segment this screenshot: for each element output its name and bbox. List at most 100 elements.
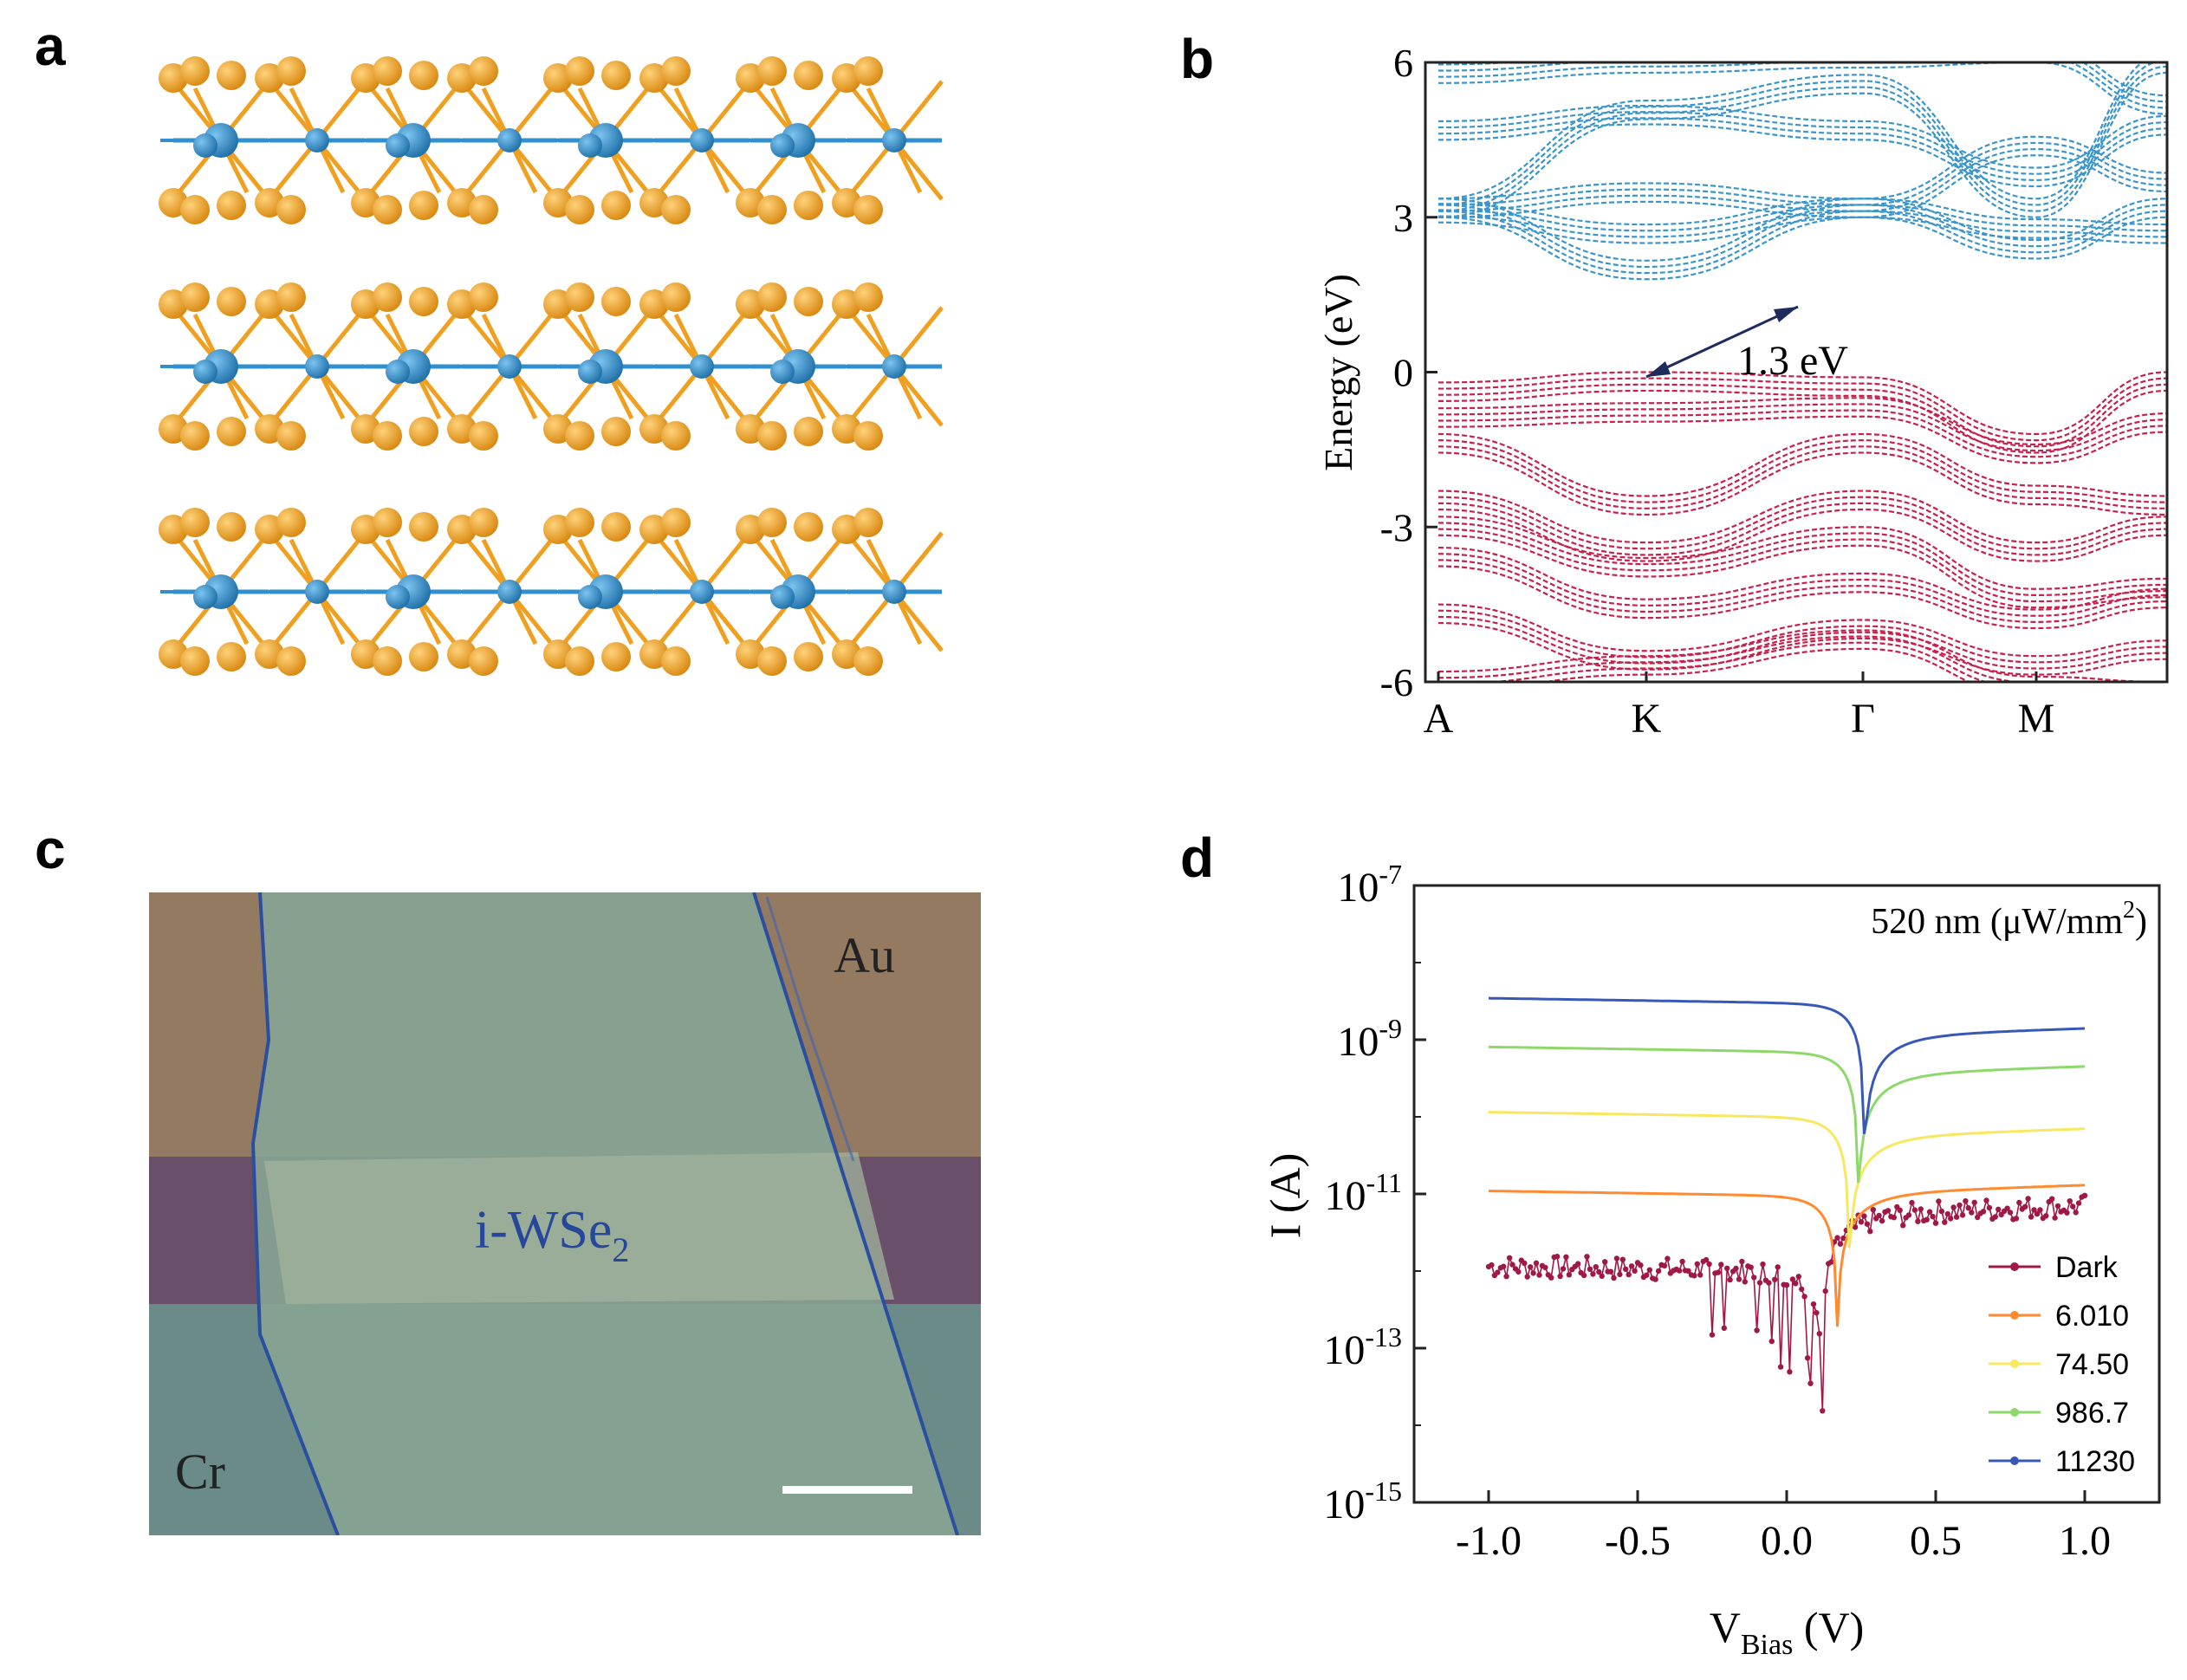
y-tick-label: 6 (1393, 41, 1413, 85)
se-atom (565, 282, 594, 312)
valence-band (1437, 559, 2167, 623)
flake-edge-left (250, 892, 340, 1535)
data-point (2034, 1210, 2041, 1217)
y-tick-label: 10-11 (1325, 1167, 1402, 1219)
se-atom (217, 512, 246, 542)
valence-band (1437, 432, 2167, 497)
y-tick-label: 0 (1393, 351, 1413, 395)
layer-3 (159, 508, 944, 676)
legend-item-986.7: 986.7 (1989, 1397, 2129, 1430)
x-tick-label: A (1424, 696, 1454, 742)
data-point (1852, 1224, 1859, 1230)
se-atom (217, 287, 246, 316)
data-point (1969, 1210, 1975, 1216)
se-atom (469, 421, 498, 451)
data-point (1536, 1272, 1542, 1278)
conduction-band (1437, 62, 2167, 97)
se-atom (469, 195, 498, 224)
data-point (2081, 1192, 2088, 1199)
se-atom (601, 61, 631, 90)
se-atom (757, 646, 787, 676)
valence-band (1437, 403, 2167, 452)
data-point (2013, 1216, 2020, 1222)
valence-band (1437, 371, 2167, 436)
legend-label: 6.010 (2055, 1300, 2129, 1333)
w-atom (882, 354, 906, 379)
legend-marker (2010, 1408, 2019, 1417)
data-point (1566, 1272, 1573, 1278)
valence-band (1437, 553, 2167, 617)
data-point (2067, 1198, 2073, 1204)
data-point (1953, 1214, 1960, 1220)
data-point (1709, 1332, 1716, 1338)
w-atom (690, 354, 714, 379)
w-atom (770, 360, 795, 384)
gap-arrowhead-2 (1774, 307, 1798, 322)
w-atom (386, 133, 410, 158)
se-atom (409, 287, 438, 316)
se-atom (217, 417, 246, 446)
conduction-band (1437, 117, 2167, 181)
valence-band (1437, 377, 2167, 442)
data-point (1965, 1205, 1971, 1211)
data-point (1932, 1220, 1939, 1226)
data-point (1611, 1275, 1617, 1281)
layer-2 (159, 282, 944, 451)
w-atom (882, 580, 906, 604)
se-atom (853, 508, 883, 537)
band-y-axis-label: Energy (eV) (1316, 274, 1360, 471)
w-atom (770, 585, 795, 609)
series-986.7 (1489, 1045, 2086, 1184)
se-atom (661, 646, 691, 676)
conduction-band (1437, 62, 2167, 115)
legend-marker (2010, 1311, 2019, 1320)
bond (460, 306, 511, 368)
iv-chart: 10-7 10-9 10-11 10-13 10-15 -1.0 -0.5 0.0 0.5 1.0… (1261, 859, 2161, 1661)
bond (508, 80, 559, 142)
iv-axis-ticks: 10-7 10-9 10-11 10-13 10-15 -1.0 -0.5 0.0 0.5 1.0 (1323, 859, 2111, 1564)
data-point (1858, 1219, 1865, 1225)
data-point (1557, 1273, 1563, 1280)
se-atom (565, 421, 594, 451)
x-tick-label: -0.5 (1605, 1518, 1671, 1564)
y-tick-label: 10-13 (1323, 1321, 1402, 1373)
se-atom (794, 287, 823, 316)
w-atom (305, 128, 329, 152)
data-point (1837, 1241, 1844, 1247)
cr-label: Cr (175, 1443, 225, 1500)
w-atom (578, 360, 602, 384)
data-point (1983, 1197, 1989, 1203)
se-atom (180, 508, 210, 537)
flake-step (765, 896, 855, 1162)
data-point (2007, 1210, 2014, 1216)
conduction-band (1437, 104, 2167, 169)
data-point (1861, 1213, 1867, 1219)
w-atom (193, 585, 217, 609)
bond (508, 306, 559, 368)
w-atom (497, 580, 522, 604)
legend-item-74.50: 74.50 (1989, 1348, 2129, 1381)
data-point (1787, 1369, 1793, 1375)
se-atom (565, 508, 594, 537)
se-atom (180, 282, 210, 312)
legend-marker (2010, 1456, 2019, 1465)
data-point (1646, 1267, 1653, 1273)
bond (845, 531, 896, 594)
data-point (1864, 1221, 1871, 1227)
data-point (1926, 1209, 1933, 1215)
data-point (1900, 1223, 1906, 1229)
data-point (2037, 1207, 2043, 1213)
data-point (1715, 1269, 1722, 1275)
data-point (1867, 1229, 1873, 1235)
w-atom (578, 585, 602, 609)
data-point (1694, 1261, 1701, 1268)
data-point (1816, 1331, 1822, 1337)
data-point (1528, 1264, 1534, 1270)
valence-band (1437, 496, 2167, 550)
valence-band (1437, 490, 2167, 544)
bond (460, 80, 511, 142)
x-tick-label: K (1632, 696, 1662, 742)
data-point (1915, 1218, 1921, 1224)
data-point (2064, 1210, 2070, 1216)
data-point (1930, 1213, 1936, 1220)
